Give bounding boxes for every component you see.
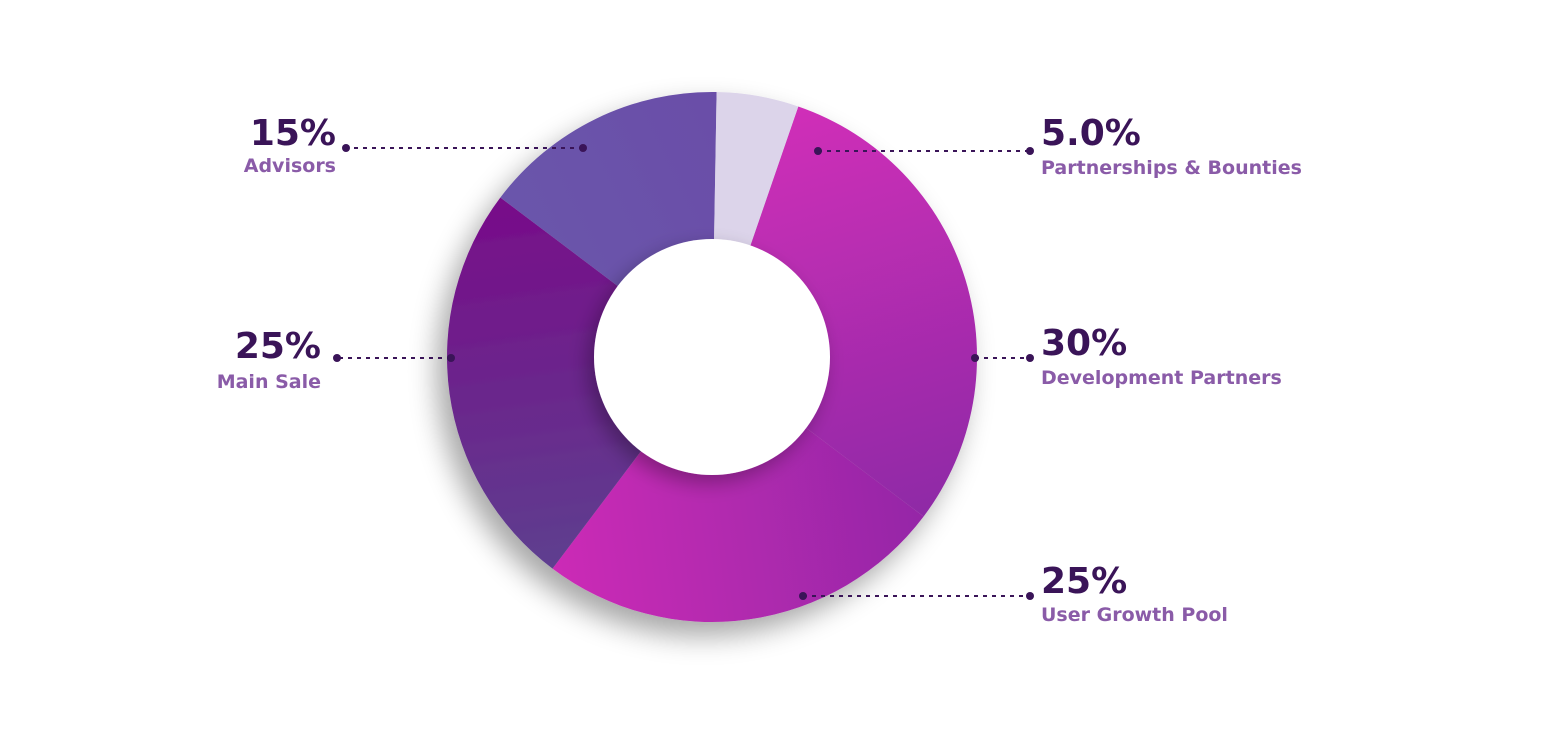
slice-development-partners [749, 106, 977, 517]
leader-dot-main-sale-inner [447, 354, 455, 362]
slice-main-sale [447, 197, 643, 569]
leader-dot-user-growth-pool-inner [799, 592, 807, 600]
leader-dot-advisors-outer [342, 144, 350, 152]
category-label-main-sale: Main Sale [217, 371, 321, 393]
percent-label-partnerships-bounties: 5.0% [1041, 113, 1141, 154]
category-label-advisors: Advisors [244, 155, 336, 177]
percent-label-development-partners: 30% [1041, 323, 1127, 364]
donut-hole [594, 239, 830, 475]
leader-dot-partnerships-bounties-inner [814, 147, 822, 155]
slice-user-growth-pool [552, 426, 924, 622]
donut-slices [447, 91, 977, 622]
leader-dot-development-partners-outer [1026, 354, 1034, 362]
percent-label-user-growth-pool: 25% [1041, 561, 1127, 602]
percent-label-advisors: 15% [250, 113, 336, 154]
category-label-partnerships-bounties: Partnerships & Bounties [1041, 157, 1302, 179]
leader-dot-main-sale-outer [333, 354, 341, 362]
leader-dot-user-growth-pool-outer [1026, 592, 1034, 600]
percent-label-main-sale: 25% [235, 326, 321, 367]
leader-dot-partnerships-bounties-outer [1026, 147, 1034, 155]
slice-partnerships-bounties [714, 92, 799, 248]
leader-lines [333, 144, 1034, 600]
category-label-development-partners: Development Partners [1041, 367, 1282, 389]
slice-advisors [500, 91, 717, 288]
category-label-user-growth-pool: User Growth Pool [1041, 604, 1228, 626]
leader-dot-development-partners-inner [971, 354, 979, 362]
leader-dot-advisors-inner [579, 144, 587, 152]
